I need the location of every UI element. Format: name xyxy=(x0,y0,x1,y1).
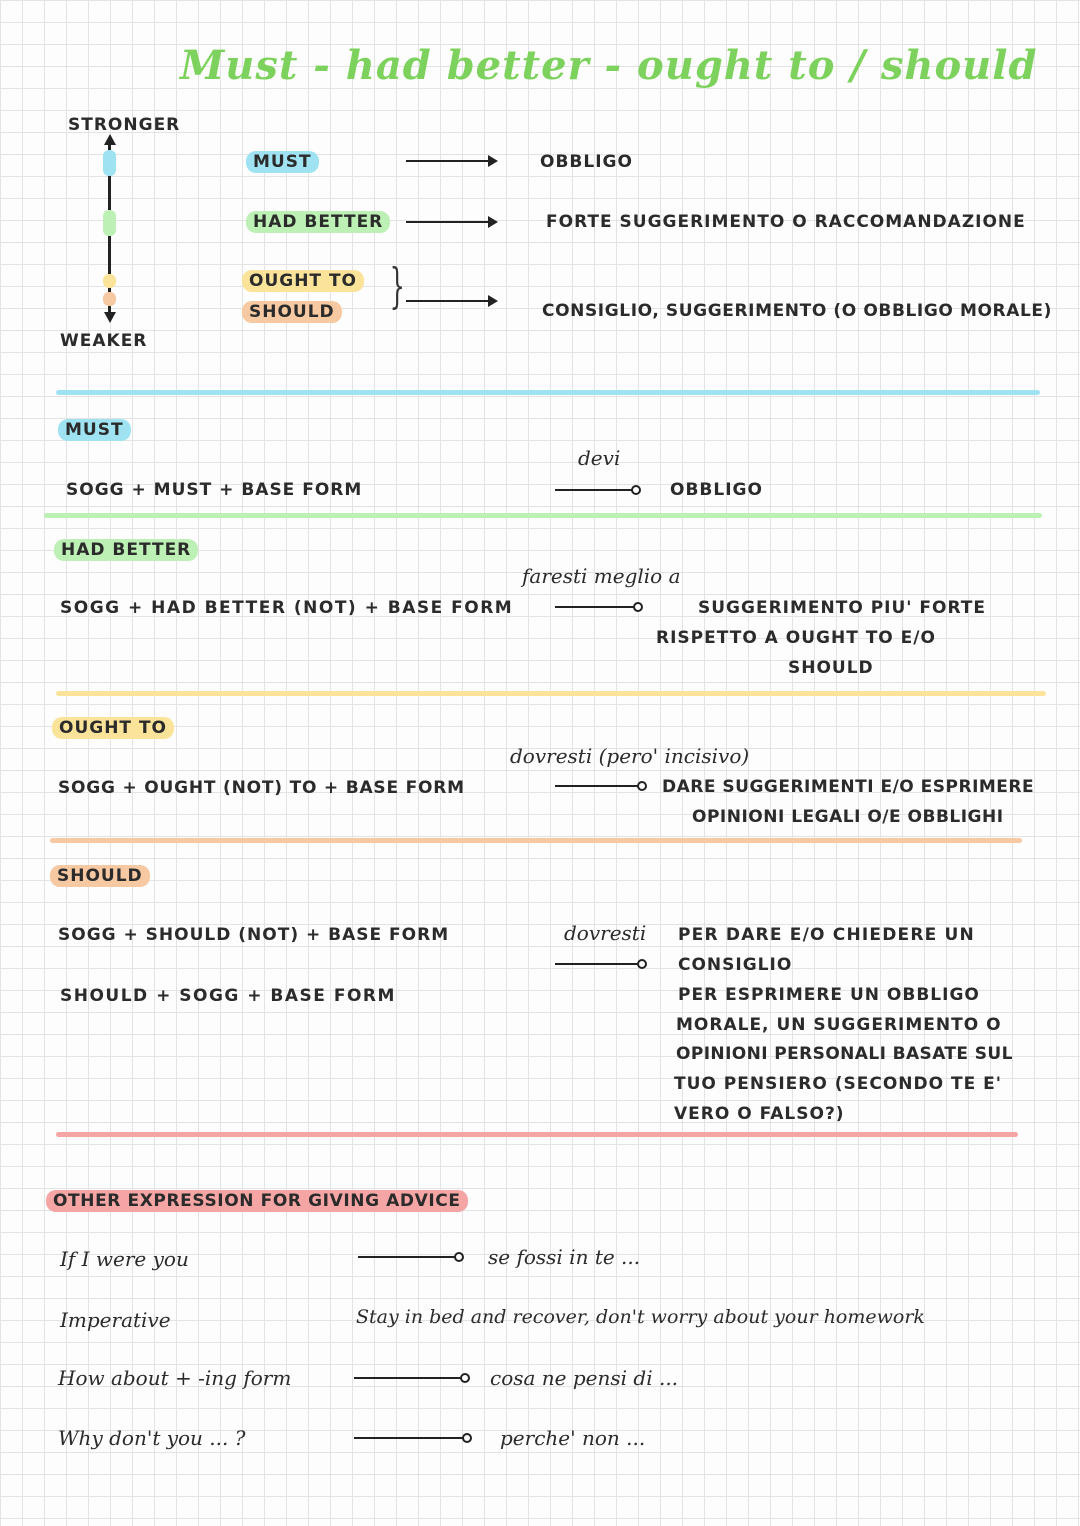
scale-weaker-label: WEAKER xyxy=(60,331,148,351)
had-better-meaning-3: SHOULD xyxy=(788,658,874,678)
should-meaning-2: CONSIGLIO xyxy=(678,955,793,975)
brace-icon: } xyxy=(389,258,405,314)
had-better-translation: faresti meglio a xyxy=(522,564,681,588)
must-meaning: OBBLIGO xyxy=(670,480,763,500)
arrow-must xyxy=(406,155,498,167)
page-title: Must - had better - ought to / should xyxy=(180,42,1038,89)
divider-yellow xyxy=(56,691,1046,696)
scale-segment-should xyxy=(103,292,116,306)
scale-stronger-label: STRONGER xyxy=(68,115,181,135)
must-heading: MUST xyxy=(58,419,131,441)
should-formula-1: SOGG + SHOULD (NOT) + BASE FORM xyxy=(58,925,450,945)
other-meaning-3: cosa ne pensi di ... xyxy=(490,1366,679,1390)
arrow-ought-should xyxy=(406,295,498,307)
divider-blue xyxy=(56,390,1040,395)
other-expr-3: How about + -ing form xyxy=(58,1366,292,1390)
arrow-other-1 xyxy=(358,1252,464,1262)
arrow-down-icon xyxy=(104,312,116,323)
should-meaning-6: TUO PENSIERO (SECONDO TE E' xyxy=(674,1074,1002,1094)
arrow-other-4 xyxy=(354,1433,472,1443)
should-translation: dovresti xyxy=(564,921,647,945)
scale-segment-had-better xyxy=(103,210,116,236)
must-formula: SOGG + MUST + BASE FORM xyxy=(66,480,363,500)
scale-segment-ought-to xyxy=(103,274,116,288)
ought-to-meaning-1: DARE SUGGERIMENTI E/O ESPRIMERE xyxy=(662,777,1035,797)
should-meaning-1: PER DARE E/O CHIEDERE UN xyxy=(678,925,975,945)
arrow-up-icon xyxy=(104,134,116,145)
scale-should-meaning: CONSIGLIO, SUGGERIMENTO (O OBBLIGO MORAL… xyxy=(542,301,1053,321)
should-heading: SHOULD xyxy=(50,865,150,887)
other-meaning-1: se fossi in te ... xyxy=(488,1245,641,1269)
other-meaning-2: Stay in bed and recover, don't worry abo… xyxy=(356,1306,925,1328)
arrow-other-3 xyxy=(354,1373,470,1383)
had-better-formula: SOGG + HAD BETTER (NOT) + BASE FORM xyxy=(60,598,514,618)
should-formula-2: SHOULD + SOGG + BASE FORM xyxy=(60,986,396,1006)
ought-to-formula: SOGG + OUGHT (NOT) TO + BASE FORM xyxy=(58,778,465,798)
had-better-meaning-2: RISPETTO A OUGHT TO E/O xyxy=(656,628,936,648)
should-meaning-4: MORALE, UN SUGGERIMENTO O xyxy=(676,1015,1002,1035)
arrow-should-meaning xyxy=(555,959,647,969)
other-heading: OTHER EXPRESSION FOR GIVING ADVICE xyxy=(46,1190,468,1212)
must-translation: devi xyxy=(578,446,621,470)
arrow-must-meaning xyxy=(555,485,641,495)
scale-segment-must xyxy=(103,150,116,176)
should-meaning-5: OPINIONI PERSONALI BASATE SUL xyxy=(676,1044,1013,1064)
had-better-meaning-1: SUGGERIMENTO PIU' FORTE xyxy=(698,598,987,618)
scale-had-better-meaning: FORTE SUGGERIMENTO O RACCOMANDAZIONE xyxy=(546,212,1026,232)
divider-red xyxy=(56,1132,1018,1137)
ought-to-translation: dovresti (pero' incisivo) xyxy=(510,744,750,768)
divider-orange xyxy=(50,838,1022,843)
other-expr-1: If I were you xyxy=(60,1247,189,1271)
arrow-ought-to-meaning xyxy=(555,781,647,791)
had-better-heading: HAD BETTER xyxy=(54,539,199,561)
ought-to-heading: OUGHT TO xyxy=(52,717,174,739)
scale-must-label: MUST xyxy=(246,151,319,173)
arrow-had-better xyxy=(406,216,498,228)
other-expr-4: Why don't you ... ? xyxy=(58,1426,246,1450)
other-meaning-4: perche' non ... xyxy=(500,1426,646,1450)
scale-must-meaning: OBBLIGO xyxy=(540,152,633,172)
ought-to-meaning-2: OPINIONI LEGALI O/E OBBLIGHI xyxy=(692,807,1004,827)
should-meaning-7: VERO O FALSO?) xyxy=(674,1104,845,1124)
scale-had-better-label: HAD BETTER xyxy=(246,211,391,233)
scale-ought-to-label: OUGHT TO xyxy=(242,270,364,292)
divider-green xyxy=(44,513,1042,518)
scale-should-label: SHOULD xyxy=(242,301,342,323)
arrow-had-better-meaning xyxy=(555,602,643,612)
other-expr-2: Imperative xyxy=(60,1308,171,1332)
should-meaning-3: PER ESPRIMERE UN OBBLIGO xyxy=(678,985,980,1005)
